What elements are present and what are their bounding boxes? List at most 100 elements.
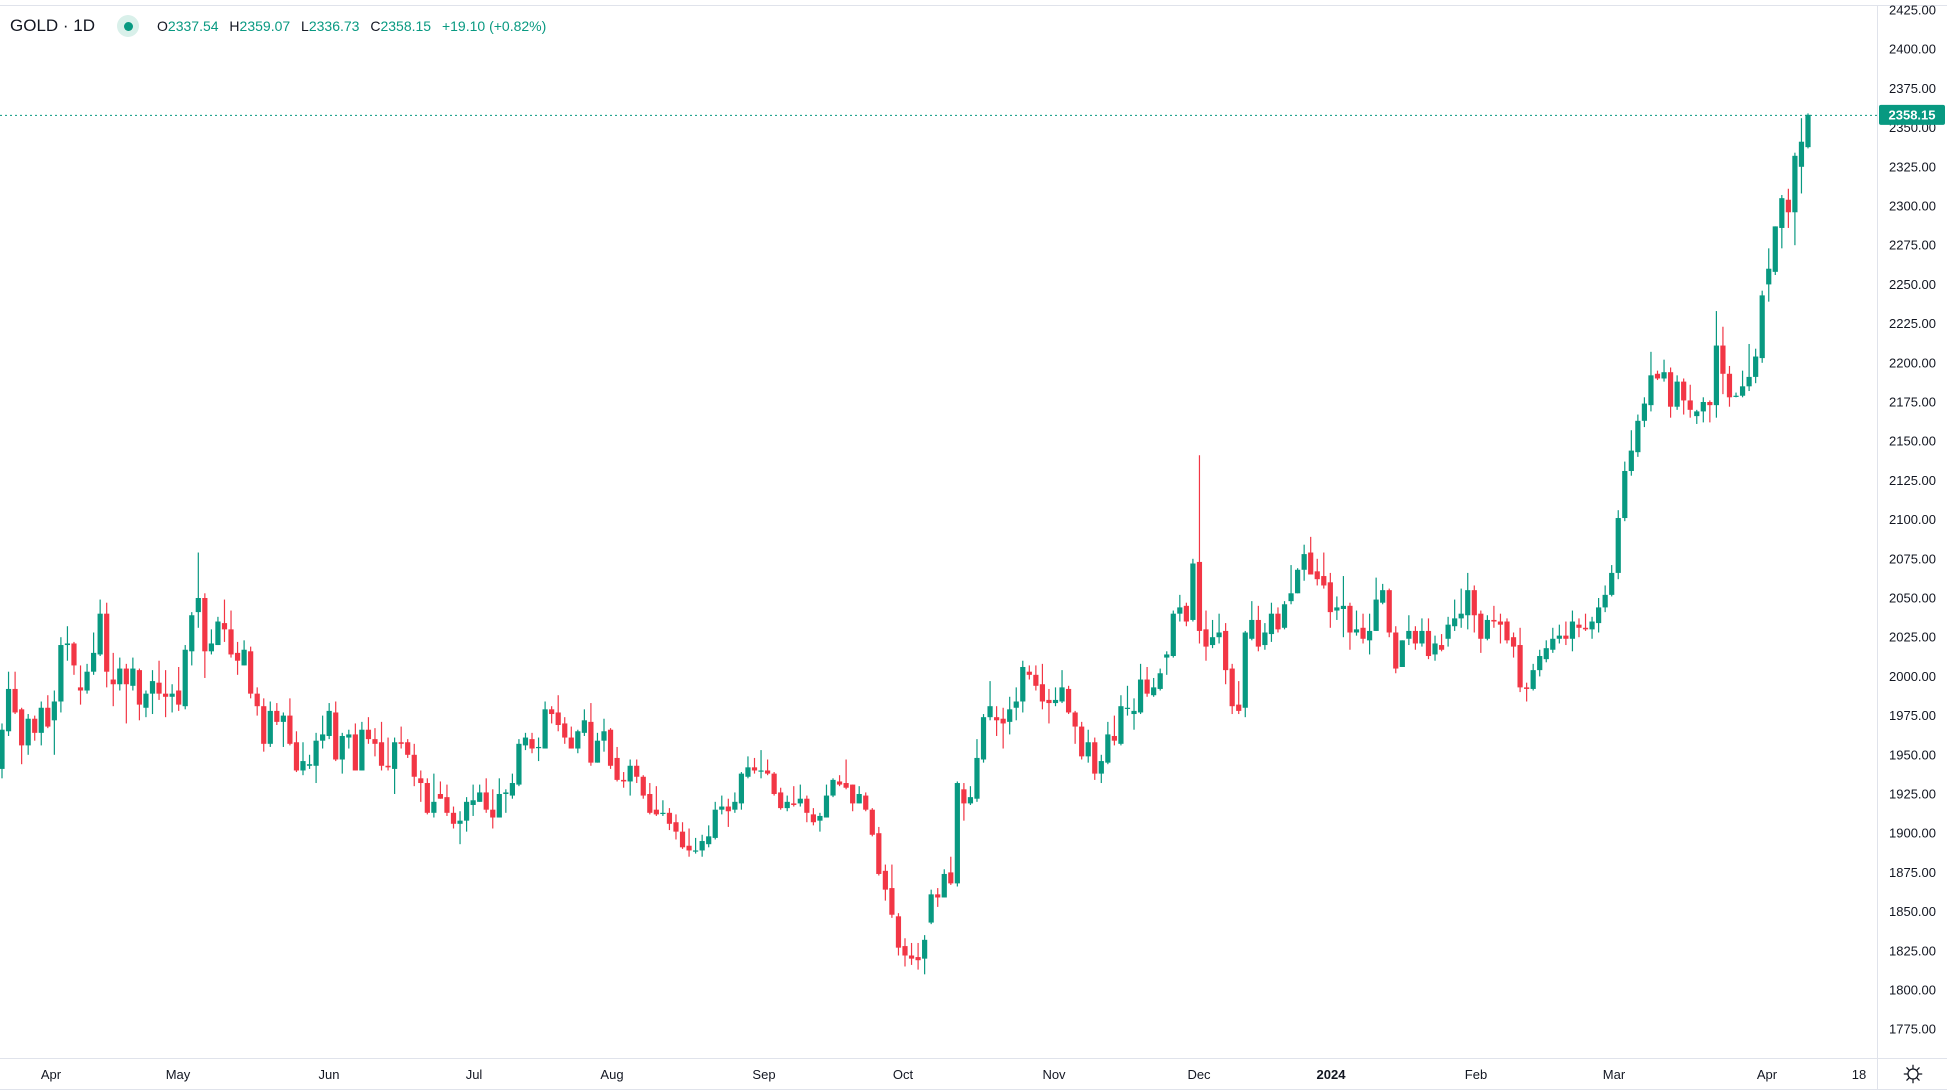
- candle-body: [1007, 709, 1013, 722]
- candle-body: [1478, 613, 1484, 639]
- time-tick-label: Jun: [319, 1067, 340, 1082]
- candle-body: [876, 833, 882, 874]
- candle-body: [234, 652, 241, 661]
- candle-body: [1366, 630, 1373, 641]
- candle: [444, 784, 450, 816]
- candle: [411, 743, 417, 787]
- candle: [1196, 455, 1203, 644]
- candle-body: [1105, 734, 1111, 763]
- candle-body: [1393, 632, 1399, 669]
- candle: [1013, 687, 1019, 721]
- candle-body: [496, 794, 502, 818]
- candle-body: [1347, 605, 1353, 633]
- candle-body: [1144, 679, 1150, 694]
- candle-body: [248, 651, 254, 694]
- candle: [1052, 687, 1059, 707]
- candle: [1157, 668, 1163, 691]
- candle-body: [19, 709, 25, 746]
- candle: [1098, 754, 1104, 784]
- time-tick-label: 18: [1852, 1067, 1866, 1082]
- candle: [1785, 188, 1791, 228]
- candle-body: [1785, 199, 1791, 213]
- candle-body: [1020, 666, 1026, 702]
- candle: [935, 888, 941, 907]
- candle: [1465, 572, 1471, 630]
- candle: [1582, 613, 1589, 631]
- candle-body: [156, 682, 162, 694]
- candle: [922, 935, 928, 975]
- candle-body: [1412, 630, 1418, 644]
- candle-body: [1681, 381, 1687, 401]
- candle-body: [1739, 386, 1746, 396]
- candle: [202, 593, 208, 678]
- candle: [1000, 707, 1006, 749]
- candle-body: [856, 794, 862, 804]
- price-axis[interactable]: 1775.00 1800.00 1825.00 1850.00 1875.00 1900.…: [1889, 3, 1936, 1037]
- candle-body: [1537, 656, 1543, 671]
- candle: [1419, 618, 1425, 647]
- candle-body: [313, 740, 319, 766]
- candle-body: [195, 598, 201, 613]
- candle: [653, 786, 659, 816]
- candle: [241, 640, 247, 666]
- candle-body: [928, 894, 934, 923]
- candle-body: [1177, 607, 1183, 614]
- candle: [1151, 677, 1157, 697]
- time-tick-label: Jul: [466, 1067, 483, 1082]
- candle: [1190, 558, 1196, 622]
- time-tick-label: Apr: [41, 1067, 62, 1082]
- price-tick-label: 2425.00: [1889, 3, 1936, 18]
- candle: [1452, 599, 1458, 631]
- candle: [91, 632, 97, 675]
- candle-body: [130, 668, 136, 686]
- candle: [679, 822, 686, 849]
- candle: [32, 715, 38, 741]
- candle-body: [38, 707, 44, 733]
- candle: [640, 775, 646, 799]
- candle: [1170, 610, 1176, 658]
- time-tick-label: May: [166, 1067, 191, 1082]
- candle: [660, 800, 666, 816]
- candle-body: [378, 742, 385, 766]
- candle: [1497, 613, 1504, 644]
- candle: [267, 701, 273, 747]
- candle-body: [712, 809, 718, 838]
- market-status-icon[interactable]: [117, 15, 140, 37]
- candle-body: [1753, 356, 1759, 377]
- candle: [378, 721, 385, 771]
- price-tick-label: 2125.00: [1889, 473, 1936, 488]
- time-tick-label: Dec: [1187, 1067, 1211, 1082]
- candle: [974, 739, 980, 802]
- candle: [450, 806, 457, 829]
- candle: [542, 701, 548, 749]
- candle-body: [1262, 632, 1268, 646]
- candle-body: [882, 870, 888, 890]
- candle: [274, 703, 280, 726]
- close-label: C: [370, 18, 381, 34]
- candle-body: [1373, 599, 1379, 631]
- candle-body: [1609, 572, 1615, 595]
- candle-body: [1550, 638, 1556, 650]
- candle: [1596, 598, 1602, 633]
- candle-body: [1118, 706, 1124, 744]
- symbol-title[interactable]: GOLD · 1D: [10, 16, 96, 35]
- price-tick-label: 1825.00: [1889, 943, 1936, 958]
- candle-body: [1641, 403, 1648, 421]
- gear-icon[interactable]: [1902, 1063, 1924, 1085]
- candle-body: [450, 812, 457, 824]
- candle: [1314, 558, 1320, 586]
- candle: [1622, 461, 1628, 522]
- candle-body: [732, 801, 738, 810]
- candle-body: [1766, 268, 1772, 285]
- candle: [176, 666, 182, 711]
- candle: [1432, 635, 1438, 661]
- candle-body: [463, 801, 470, 821]
- time-axis[interactable]: Apr May Jun Jul Aug Sep Oct Nov Dec 2024 Feb Mar Apr…: [41, 1067, 1866, 1082]
- candle: [339, 732, 345, 774]
- candle: [784, 795, 790, 812]
- candle: [1543, 640, 1549, 663]
- candle-body: [182, 649, 188, 707]
- candle: [1177, 594, 1183, 622]
- status-dot: [123, 21, 133, 31]
